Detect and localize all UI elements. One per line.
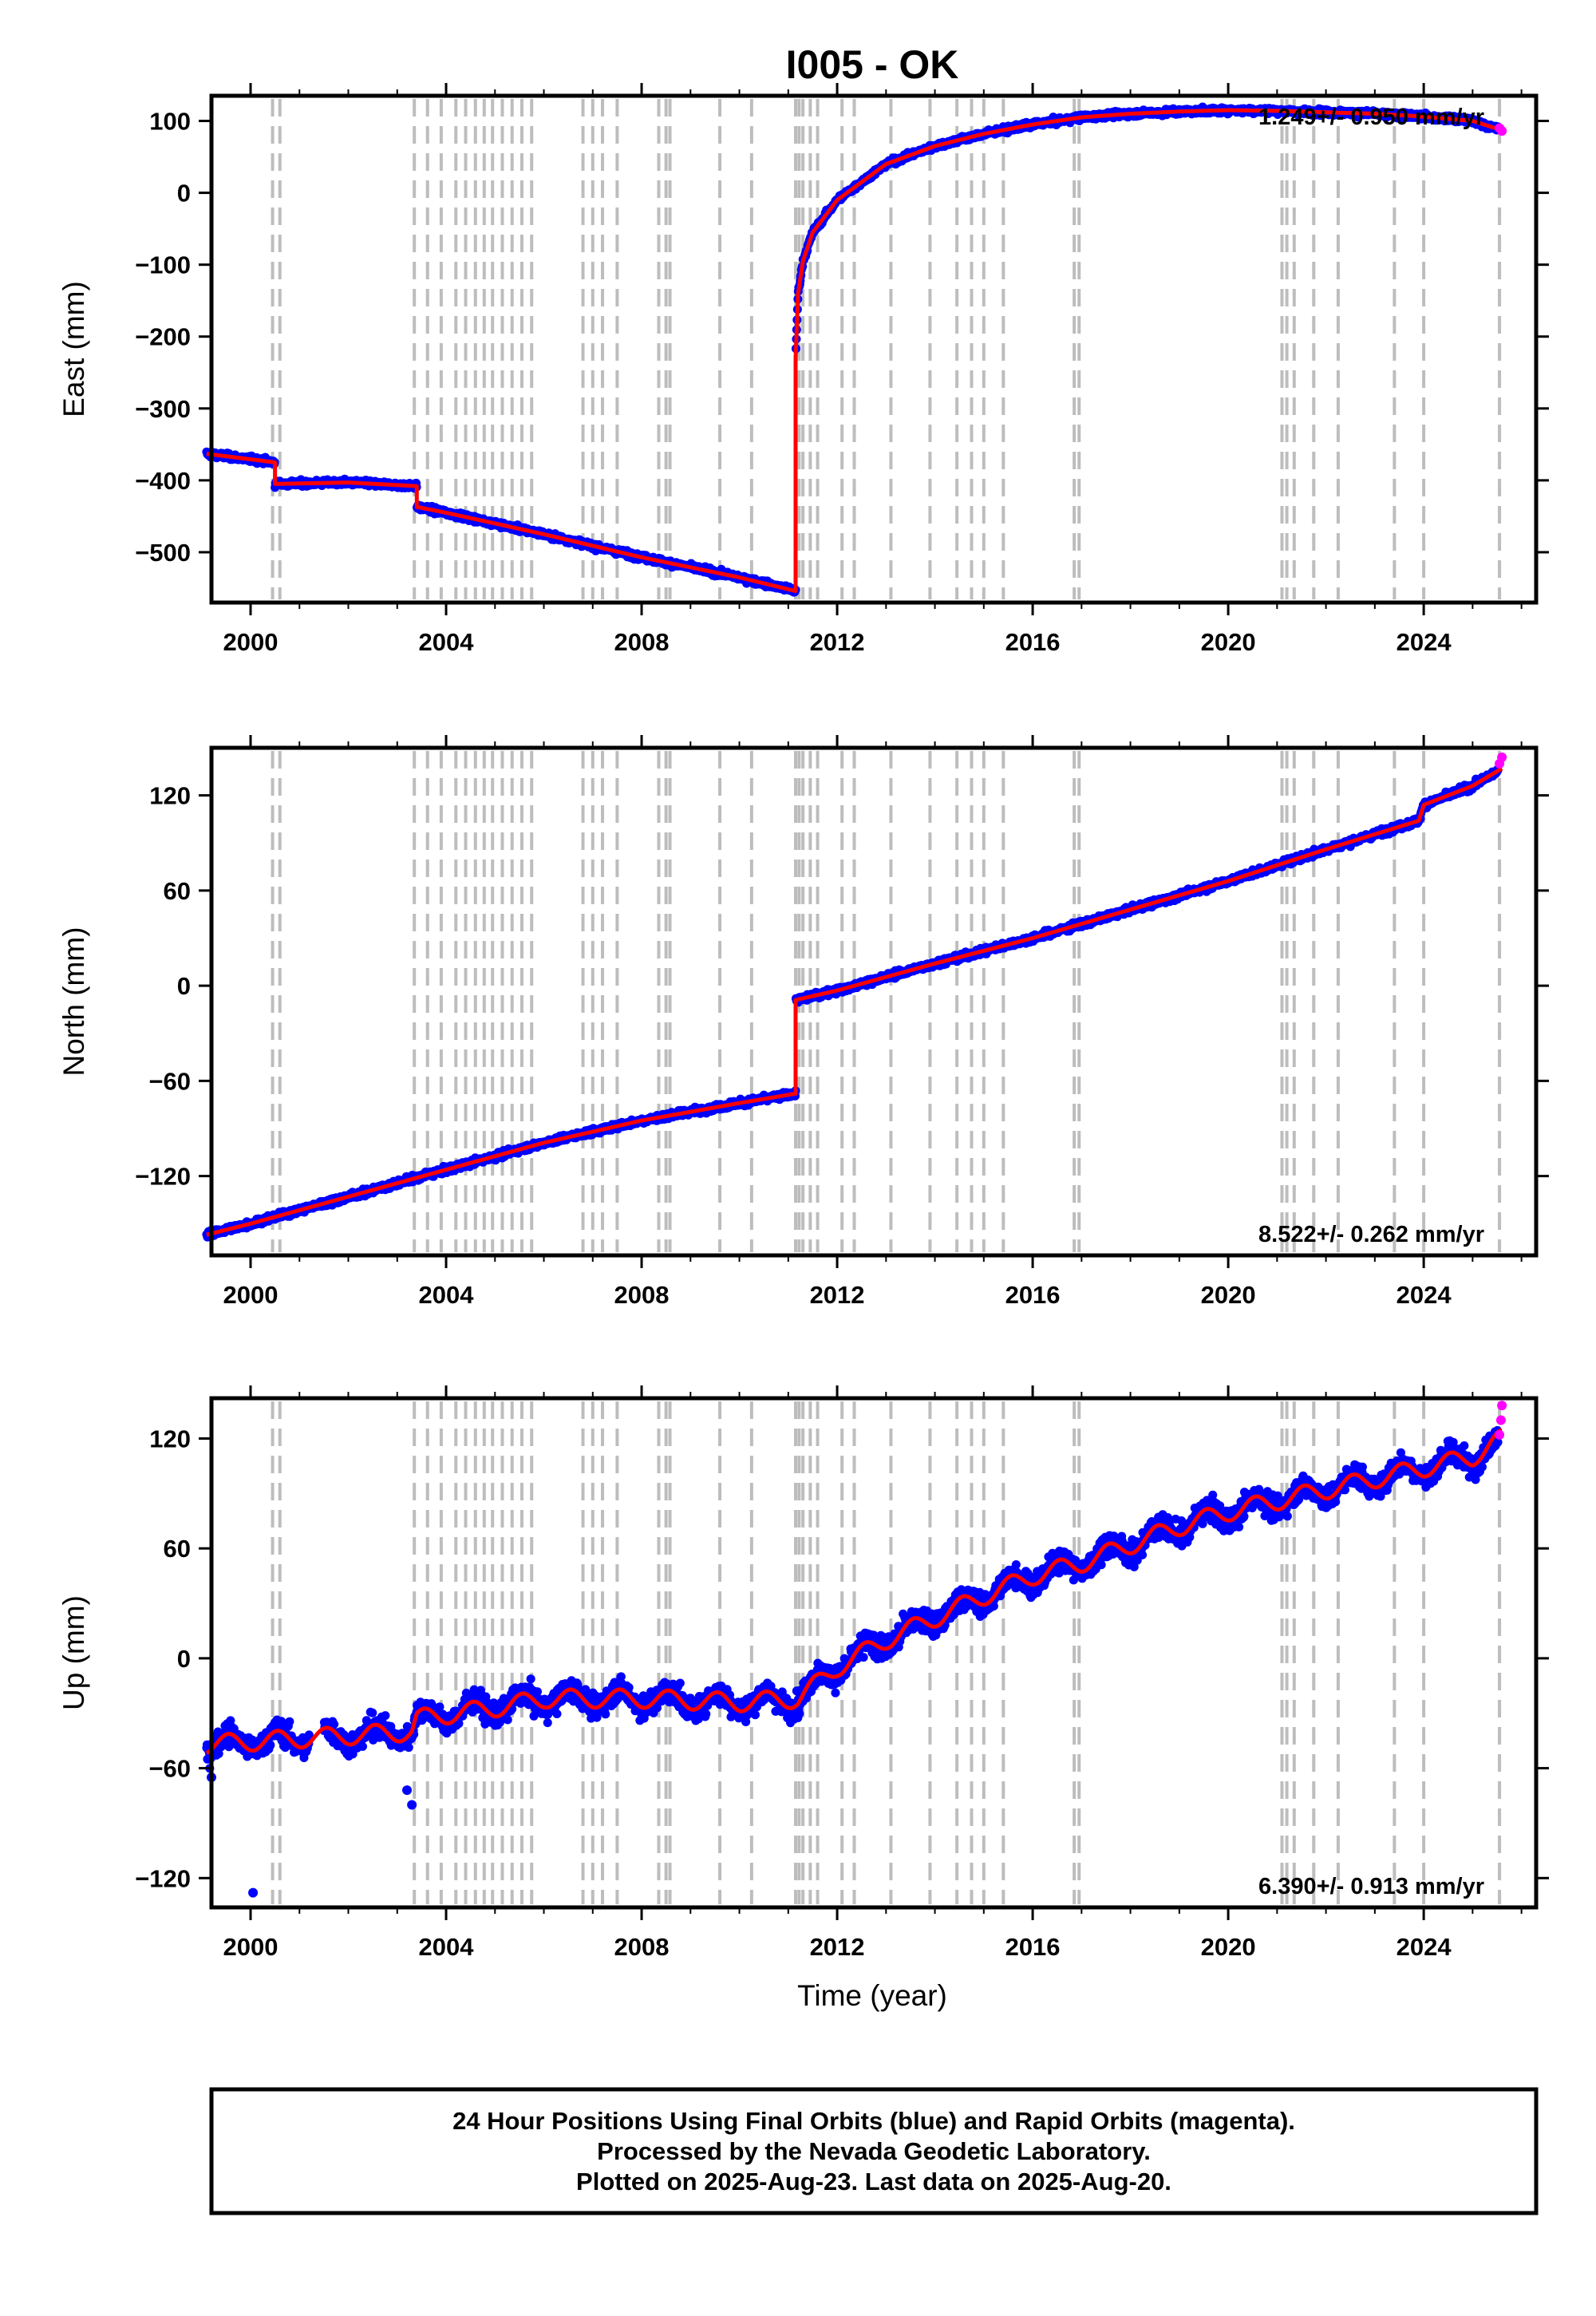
x-tick-label: 2008 (614, 1281, 670, 1309)
x-tick-label: 2024 (1396, 1281, 1452, 1309)
x-tick-label: 2000 (223, 628, 279, 656)
y-tick-label: −120 (135, 1864, 191, 1892)
y-tick-label: 60 (164, 877, 191, 905)
x-tick-label: 2004 (419, 628, 475, 656)
y-tick-label: −400 (135, 467, 191, 495)
velocity-label: 1.249+/- 0.950 mm/yr (1258, 105, 1484, 130)
rapid-orbit-point (1497, 1401, 1507, 1411)
x-tick-label: 2020 (1201, 628, 1256, 656)
x-tick-label: 2012 (810, 1281, 865, 1309)
x-tick-label: 2000 (223, 1281, 279, 1309)
y-axis-label: East (mm) (57, 281, 90, 417)
rapid-orbit-point (1495, 1429, 1505, 1440)
rapid-orbit-point (1495, 1415, 1506, 1425)
x-tick-label: 2000 (223, 1933, 279, 1961)
final-orbit-positions (202, 765, 1503, 1242)
final-orbit-positions (202, 102, 1503, 597)
plot-frame (209, 93, 1539, 605)
outlier-point (407, 1800, 417, 1810)
x-tick-label: 2016 (1005, 628, 1061, 656)
east-panel: 2000 2004 2008 2012 2016 2020 2024 100 0 −100 −200… (57, 83, 1549, 656)
x-tick-label: 2004 (419, 1281, 475, 1309)
rapid-orbit-point (1497, 126, 1507, 136)
x-tick-label: 2016 (1005, 1281, 1061, 1309)
velocity-label: 6.390+/- 0.913 mm/yr (1258, 1874, 1484, 1899)
x-tick-label: 2008 (614, 628, 670, 656)
y-tick-label: −500 (135, 539, 191, 567)
model-fit-line (205, 1428, 1503, 1755)
y-tick-label: −100 (135, 251, 191, 279)
y-tick-label: −200 (135, 323, 191, 351)
x-tick-label: 2024 (1396, 1933, 1452, 1961)
y-tick-label: −60 (148, 1755, 191, 1783)
plot-frame (209, 1396, 1539, 1910)
y-tick-label: 0 (177, 180, 191, 207)
y-tick-label: −120 (135, 1163, 191, 1191)
y-axis-label: North (mm) (57, 927, 90, 1076)
footer-box: 24 Hour Positions Using Final Orbits (bl… (209, 2087, 1539, 2215)
final-orbit-positions (202, 1425, 1503, 1773)
footer-line-3: Plotted on 2025-Aug-23. Last data on 202… (576, 2168, 1171, 2195)
up-panel: 2000 2004 2008 2012 2016 2020 2024 120 60 0 −60 −12… (57, 1385, 1549, 1961)
x-tick-label: 2020 (1201, 1933, 1256, 1961)
y-tick-label: 100 (149, 108, 191, 136)
x-tick-label: 2020 (1201, 1281, 1256, 1309)
footer-line-1: 24 Hour Positions Using Final Orbits (bl… (452, 2107, 1295, 2135)
north-panel: 2000 2004 2008 2012 2016 2020 2024 120 60 0 −60 −12… (57, 735, 1549, 1309)
y-tick-label: −300 (135, 395, 191, 423)
plot-frame (209, 745, 1539, 1258)
model-fit-line (206, 766, 1503, 1237)
x-tick-label: 2012 (810, 628, 865, 656)
x-tick-label: 2008 (614, 1933, 670, 1961)
footer-border (209, 2087, 1539, 2215)
y-tick-label: −60 (148, 1067, 191, 1095)
outlier-point (402, 1785, 413, 1796)
y-tick-label: 120 (149, 782, 191, 810)
x-tick-label: 2024 (1396, 628, 1452, 656)
rapid-orbit-point (1497, 752, 1507, 762)
figure-title: I005 - OK (786, 42, 959, 87)
y-tick-label: 0 (177, 1645, 191, 1673)
y-tick-label: 0 (177, 972, 191, 1000)
model-fit-line (206, 108, 1503, 594)
outlier-point (248, 1887, 259, 1898)
footer-line-2: Processed by the Nevada Geodetic Laborat… (597, 2137, 1151, 2165)
y-tick-label: 120 (149, 1425, 191, 1452)
y-tick-label: 60 (164, 1535, 191, 1563)
x-tick-label: 2004 (419, 1933, 475, 1961)
x-axis-label: Time (year) (797, 1979, 947, 2012)
x-tick-label: 2016 (1005, 1933, 1061, 1961)
velocity-label: 8.522+/- 0.262 mm/yr (1258, 1222, 1484, 1247)
y-axis-label: Up (mm) (57, 1595, 90, 1710)
x-tick-label: 2012 (810, 1933, 865, 1961)
